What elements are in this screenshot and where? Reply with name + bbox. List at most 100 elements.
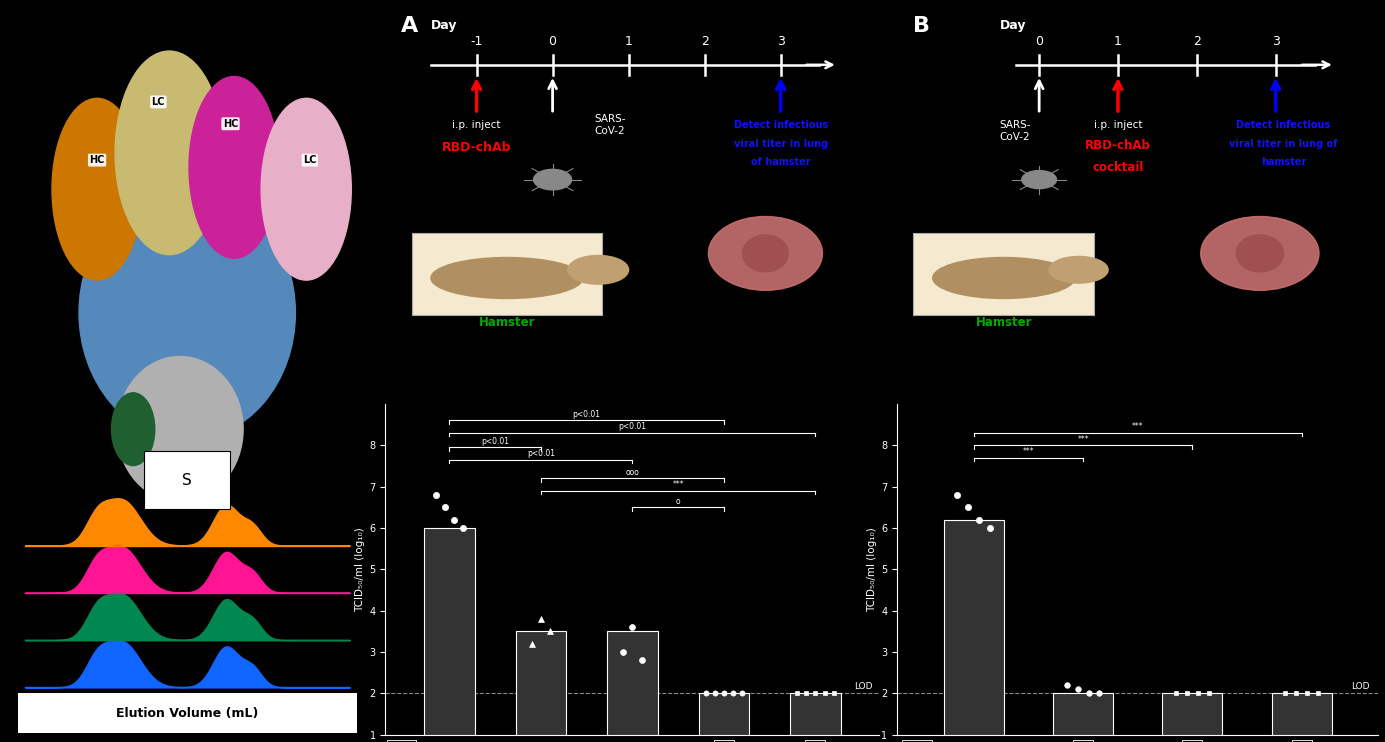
- Text: Day: Day: [1000, 19, 1026, 32]
- Point: [452, 522, 474, 533]
- Bar: [913, 233, 1094, 315]
- Point: [713, 687, 735, 699]
- Text: 3: 3: [1271, 36, 1280, 48]
- Ellipse shape: [431, 257, 583, 298]
- Point: [968, 513, 990, 525]
- Text: A: A: [400, 16, 418, 36]
- Bar: [411, 233, 602, 315]
- Text: LOD: LOD: [1350, 682, 1370, 692]
- Circle shape: [533, 169, 572, 190]
- Bar: [424, 528, 475, 735]
- Text: LOD: LOD: [853, 682, 873, 692]
- Text: of hamster: of hamster: [751, 157, 810, 167]
- Text: 3: 3: [777, 36, 784, 48]
- Point: [622, 621, 644, 633]
- Y-axis label: TCID₅₀/ml (log₁₀): TCID₅₀/ml (log₁₀): [867, 527, 877, 611]
- Point: [694, 687, 716, 699]
- Bar: [515, 631, 566, 735]
- Text: RBD-chAb: RBD-chAb: [442, 141, 511, 154]
- Text: p<0.01: p<0.01: [572, 410, 601, 418]
- Ellipse shape: [79, 186, 295, 440]
- Point: [787, 687, 809, 699]
- Text: RBD-chAb: RBD-chAb: [1084, 139, 1151, 151]
- Text: 2: 2: [1192, 36, 1201, 48]
- Point: [946, 489, 968, 501]
- Bar: [699, 693, 749, 735]
- Text: ***: ***: [1022, 447, 1035, 456]
- Text: HC: HC: [90, 155, 105, 165]
- Text: 1: 1: [1114, 36, 1122, 48]
- Text: HC: HC: [223, 119, 238, 129]
- Point: [795, 687, 817, 699]
- Text: ***: ***: [1132, 422, 1144, 431]
- Text: S: S: [183, 473, 193, 487]
- Point: [443, 513, 465, 525]
- Text: p<0.01: p<0.01: [526, 449, 555, 458]
- Point: [1187, 687, 1209, 699]
- Circle shape: [1022, 171, 1057, 188]
- Point: [1198, 687, 1220, 699]
- Bar: [18, 693, 357, 733]
- Point: [979, 522, 1001, 533]
- Text: -1: -1: [471, 36, 483, 48]
- Text: i.p. inject: i.p. inject: [453, 120, 501, 130]
- Text: viral titer in lung of: viral titer in lung of: [1230, 139, 1338, 148]
- Point: [1296, 687, 1319, 699]
- Point: [1307, 687, 1330, 699]
- Text: SARS-
CoV-2: SARS- CoV-2: [594, 114, 626, 136]
- Ellipse shape: [1048, 257, 1108, 283]
- Text: cocktail: cocktail: [1093, 161, 1144, 174]
- Ellipse shape: [1201, 217, 1319, 290]
- Text: o: o: [676, 496, 680, 505]
- Point: [1285, 687, 1307, 699]
- Text: viral titer in lung: viral titer in lung: [734, 139, 828, 148]
- Point: [539, 626, 561, 637]
- Ellipse shape: [742, 235, 788, 272]
- Text: p<0.01: p<0.01: [618, 422, 647, 431]
- Point: [1066, 683, 1089, 695]
- Text: p<0.01: p<0.01: [481, 436, 510, 446]
- Text: ***: ***: [672, 480, 684, 489]
- Ellipse shape: [115, 51, 223, 255]
- Ellipse shape: [112, 393, 155, 465]
- Ellipse shape: [116, 356, 244, 502]
- Text: Hamster: Hamster: [479, 315, 535, 329]
- Bar: [607, 631, 658, 735]
- Text: ooo: ooo: [626, 467, 640, 476]
- Ellipse shape: [708, 217, 823, 290]
- Ellipse shape: [568, 255, 629, 284]
- Text: SARS-
CoV-2: SARS- CoV-2: [1000, 120, 1032, 142]
- Text: 0: 0: [1035, 36, 1043, 48]
- Text: B: B: [913, 16, 931, 36]
- Point: [805, 687, 827, 699]
- Ellipse shape: [53, 98, 143, 280]
- Bar: [1271, 693, 1331, 735]
- Bar: [943, 519, 1004, 735]
- Point: [823, 687, 845, 699]
- Ellipse shape: [188, 76, 280, 258]
- Point: [530, 613, 553, 625]
- Point: [1274, 687, 1296, 699]
- Point: [731, 687, 753, 699]
- Point: [813, 687, 835, 699]
- Text: Detect infectious: Detect infectious: [734, 120, 828, 130]
- Point: [612, 646, 634, 658]
- Ellipse shape: [262, 98, 352, 280]
- Point: [1055, 679, 1078, 691]
- Text: Elution Volume (mL): Elution Volume (mL): [116, 707, 259, 720]
- Point: [434, 502, 456, 513]
- Point: [957, 502, 979, 513]
- Ellipse shape: [932, 257, 1075, 298]
- Point: [1165, 687, 1187, 699]
- Text: 2: 2: [701, 36, 709, 48]
- Point: [1078, 687, 1100, 699]
- Point: [521, 637, 543, 649]
- Text: Day: Day: [431, 19, 457, 32]
- Bar: [1053, 693, 1114, 735]
- Text: Detect infectious: Detect infectious: [1237, 120, 1331, 130]
- Text: Hamster: Hamster: [975, 315, 1032, 329]
- Text: LC: LC: [303, 155, 317, 165]
- Point: [630, 654, 652, 666]
- Text: 1: 1: [625, 36, 633, 48]
- Point: [425, 489, 447, 501]
